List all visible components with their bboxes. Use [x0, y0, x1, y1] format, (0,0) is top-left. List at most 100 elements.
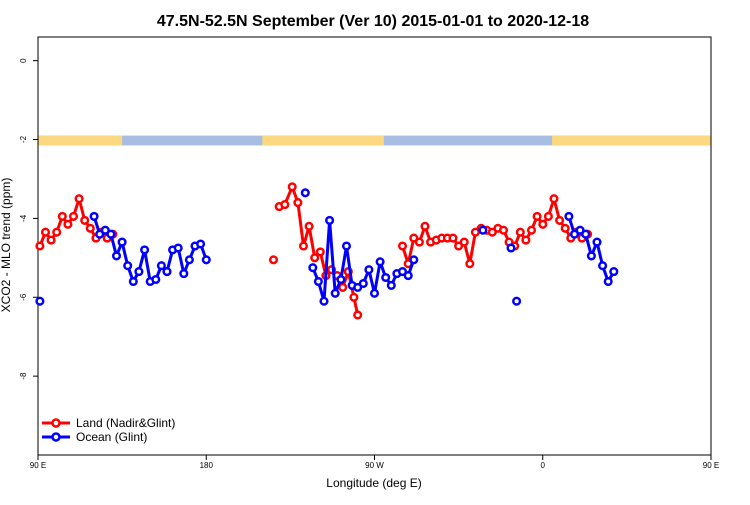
data-point	[515, 227, 525, 237]
data-point	[293, 198, 303, 208]
chart-title: 47.5N-52.5N September (Ver 10) 2015-01-0…	[157, 13, 589, 30]
data-point	[268, 255, 279, 265]
legend-label: Land (Nadir&Glint)	[76, 416, 175, 430]
data-point	[397, 267, 408, 277]
data-point	[111, 251, 122, 261]
data-point	[179, 269, 189, 279]
data-point	[349, 292, 359, 302]
y-tick-label: 0	[19, 58, 28, 63]
x-tick-label: 90 E	[703, 461, 719, 470]
land-band-segment-1	[262, 135, 384, 146]
data-point	[184, 255, 194, 265]
data-point	[532, 211, 542, 221]
legend-marker	[51, 432, 61, 442]
data-point	[448, 233, 458, 243]
land-ocean-band	[38, 135, 711, 146]
data-point	[106, 229, 116, 239]
series-line-segment	[311, 218, 416, 303]
data-point	[397, 241, 408, 251]
data-point	[95, 229, 105, 239]
data-point	[325, 215, 335, 225]
x-tick-label: 90 E	[30, 461, 46, 470]
data-point	[336, 274, 346, 285]
data-point	[420, 221, 430, 231]
data-point	[89, 211, 99, 221]
y-tick-label: -6	[19, 293, 28, 301]
data-point	[538, 219, 548, 229]
data-point	[549, 194, 559, 204]
data-point	[74, 194, 84, 204]
data-point	[555, 215, 565, 225]
data-point	[381, 272, 391, 283]
data-point	[330, 288, 340, 298]
series-ocean	[35, 188, 619, 306]
series-land	[35, 182, 593, 320]
data-point	[40, 227, 51, 237]
data-point	[52, 227, 62, 237]
data-point	[581, 229, 591, 239]
series-layer	[35, 182, 619, 320]
data-point	[151, 274, 161, 285]
data-point	[310, 253, 320, 263]
data-point	[478, 225, 488, 235]
data-point	[375, 257, 385, 267]
land-band-segment-2	[552, 135, 711, 146]
data-point	[134, 267, 144, 277]
data-point	[319, 296, 329, 306]
data-point	[409, 233, 419, 243]
data-point	[358, 278, 368, 289]
x-tick-label: 180	[200, 461, 214, 470]
data-point	[470, 227, 480, 237]
data-point	[512, 296, 522, 306]
data-point	[80, 215, 90, 225]
data-point	[308, 263, 318, 273]
data-point	[586, 251, 596, 261]
data-point	[409, 255, 419, 265]
data-point	[543, 211, 553, 221]
data-point	[338, 282, 348, 292]
data-point	[353, 310, 363, 320]
x-axis-label: Longitude (deg E)	[326, 476, 421, 490]
data-point	[414, 237, 424, 247]
data-point	[560, 223, 570, 233]
land-band-segment-0	[38, 135, 123, 146]
data-point	[603, 276, 613, 287]
data-point	[459, 237, 469, 247]
y-tick-label: -4	[19, 214, 28, 222]
data-point	[287, 182, 297, 192]
data-point	[315, 247, 325, 257]
x-tick-label: 90 W	[365, 461, 384, 470]
series-line-segment	[567, 215, 616, 283]
y-tick-label: -8	[19, 372, 28, 380]
data-point	[201, 255, 211, 265]
data-point	[46, 235, 56, 245]
data-point	[156, 261, 166, 271]
data-point	[341, 241, 352, 251]
data-point	[526, 225, 537, 235]
data-point	[598, 261, 608, 271]
data-point	[162, 267, 172, 277]
data-point	[63, 219, 73, 229]
data-point	[564, 211, 574, 221]
data-point	[369, 288, 380, 298]
data-point	[100, 225, 110, 235]
data-point	[35, 241, 45, 251]
data-point	[123, 261, 133, 271]
data-point	[386, 280, 396, 290]
data-point	[569, 229, 580, 239]
y-tick-label: -2	[19, 135, 28, 143]
plot-frame	[37, 36, 712, 456]
legend: Land (Nadir&Glint)Ocean (Glint)	[42, 416, 175, 444]
series-line-segment	[92, 215, 208, 283]
x-tick-label: 0	[541, 461, 546, 470]
data-point	[128, 276, 138, 287]
data-point	[68, 211, 79, 221]
data-point	[521, 235, 531, 245]
legend-marker	[51, 418, 61, 428]
data-point	[300, 188, 310, 198]
data-point	[575, 225, 585, 235]
data-point	[57, 211, 67, 221]
data-point	[196, 239, 206, 249]
